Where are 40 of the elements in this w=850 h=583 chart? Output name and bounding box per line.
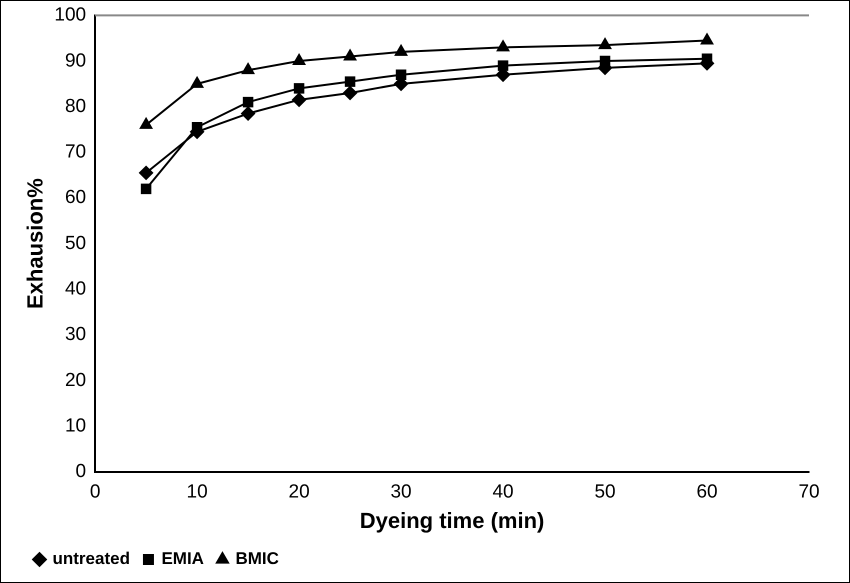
x-tick-label: 20 [288,481,310,502]
y-tick-label: 90 [64,50,86,72]
y-tick-label: 100 [54,4,86,26]
point [292,54,306,66]
y-tick-label: 10 [64,415,86,436]
x-tick-label: 10 [186,481,208,502]
y-tick-label: 40 [64,278,86,300]
point [496,40,510,52]
point [598,38,612,50]
x-tick-label: 30 [390,481,412,502]
point [394,44,408,56]
point [292,92,306,107]
x-axis-title: Dyeing time (min) [360,508,544,533]
point [242,96,254,108]
point [294,83,304,94]
legend-label: untreated [52,549,130,568]
point [242,63,254,74]
x-tick-label: 40 [492,481,514,502]
x-tick-label: 50 [594,481,616,502]
y-tick-label: 70 [64,142,86,163]
y-tick-label: 60 [64,187,86,208]
y-tick-label: 50 [64,232,86,254]
x-tick-label: 60 [696,481,718,502]
y-tick-label: 0 [76,461,86,482]
y-tick-label: 80 [64,96,86,117]
point [344,76,356,87]
legend-label: BMIC [235,549,279,568]
point [139,166,154,180]
y-axis-title: Exhausion% [22,178,48,310]
x-tick-label: 0 [90,481,100,502]
point [140,184,152,194]
point [190,76,204,88]
x-tick-label: 70 [798,481,820,502]
y-tick-label: 20 [64,370,86,391]
legend-label: EMIA [161,549,204,568]
point [343,86,358,100]
point [700,34,714,44]
point [241,106,256,121]
point [344,49,356,60]
y-tick-label: 30 [64,324,86,346]
